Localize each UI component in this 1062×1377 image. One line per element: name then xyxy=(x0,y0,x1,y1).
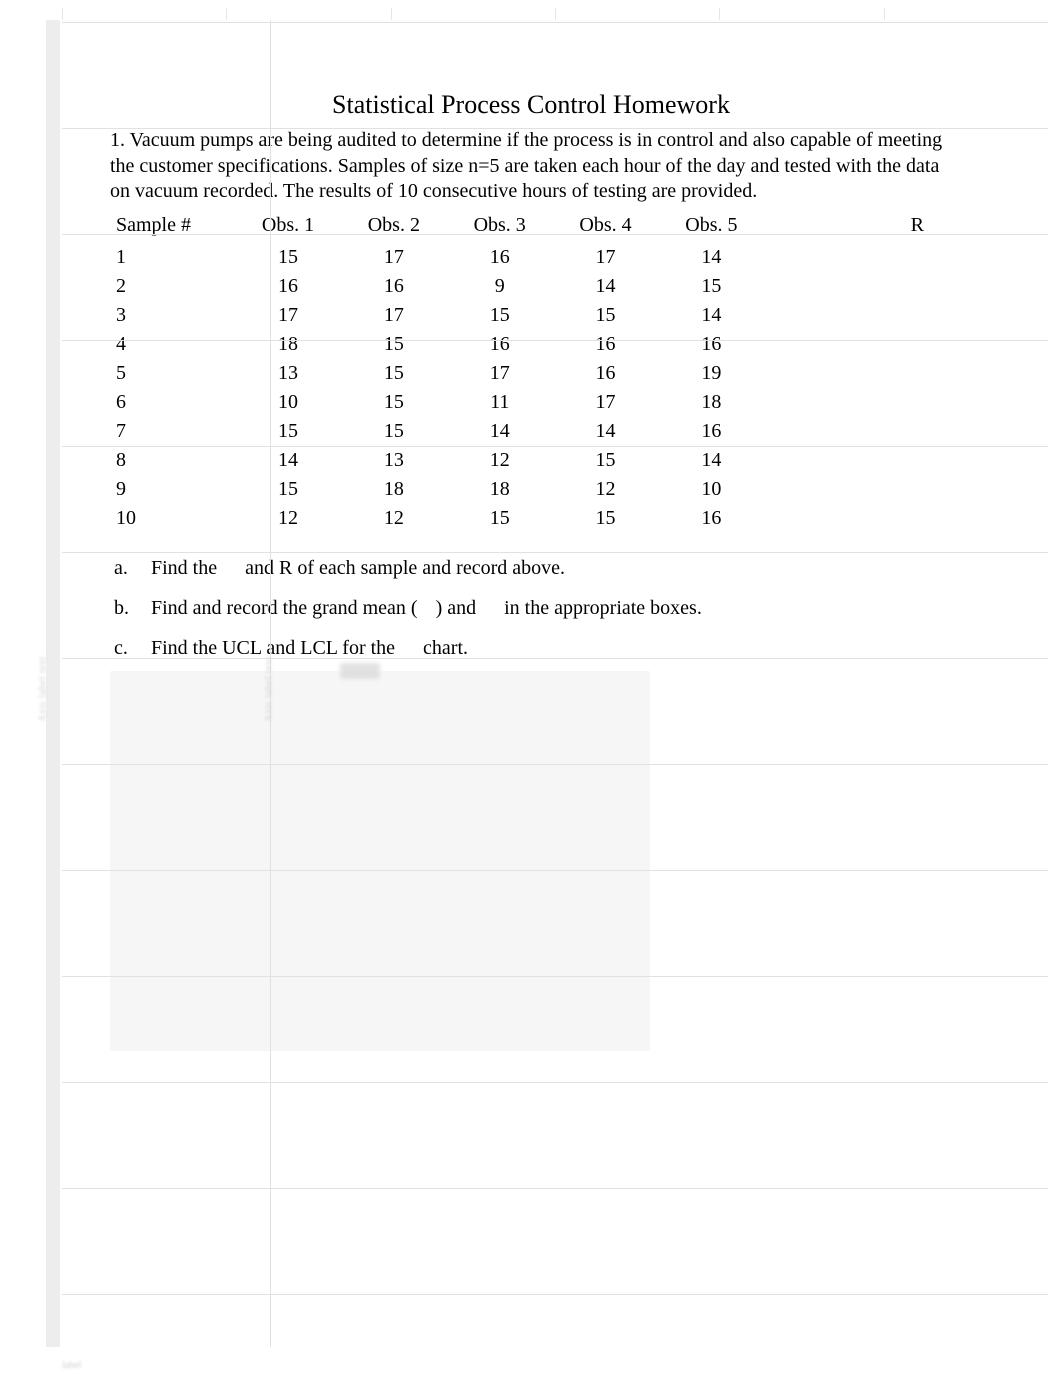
blurred-chart-region: Axis label text Axis label text label xyxy=(110,671,650,1051)
